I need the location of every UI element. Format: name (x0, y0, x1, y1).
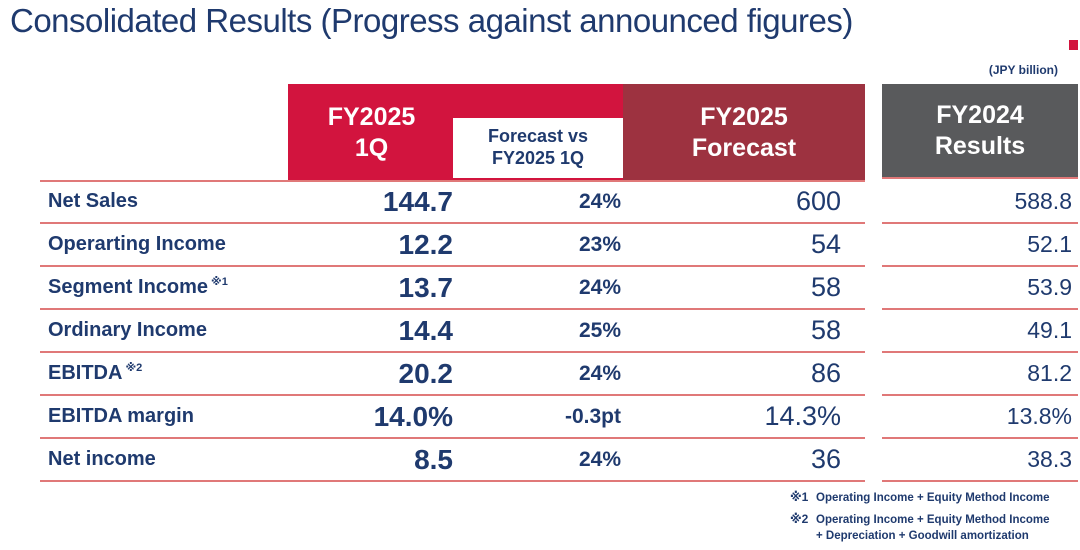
results-table: FY2025 1Q Forecast vs FY2025 1Q FY2025 F… (40, 84, 1078, 482)
value-fy2025-1q: 20.2 (398, 357, 454, 389)
value-fy2025-1q: 144.7 (382, 185, 453, 217)
header-fy2024-results: FY2024 Results (882, 84, 1078, 177)
value-fy2025-forecast: 600 (795, 186, 841, 216)
value-fy2025-1q: 14.4 (398, 314, 454, 346)
value-fy2025-forecast: 14.3% (764, 401, 841, 431)
row-label: Net income (48, 448, 156, 470)
table-row: Segment Income ※1 13.7 24% 58 53.9 (40, 267, 1078, 310)
value-forecast-vs: 25% (578, 318, 621, 342)
table-row: Net Sales 144.7 24% 600 588.8 (40, 181, 1078, 224)
value-forecast-vs: 23% (578, 232, 621, 256)
footnote-1: ※1 Operating Income + Equity Method Inco… (790, 490, 1065, 506)
value-fy2024-results: 52.1 (882, 224, 1078, 267)
table-row: Ordinary Income 14.4 25% 58 49.1 (40, 310, 1078, 353)
table-header-row: FY2025 1Q Forecast vs FY2025 1Q FY2025 F… (40, 84, 1078, 182)
table-row: Operarting Income 12.2 23% 54 52.1 (40, 224, 1078, 267)
value-forecast-vs: 24% (578, 361, 621, 385)
header-underline-fy2024 (882, 177, 1078, 179)
value-fy2024-results: 38.3 (882, 439, 1078, 482)
value-fy2025-forecast: 36 (810, 444, 841, 474)
value-fy2024-results: 49.1 (882, 310, 1078, 353)
header-forecast-vs: Forecast vs FY2025 1Q (453, 118, 623, 178)
row-label: EBITDA margin (48, 405, 194, 427)
table-row: EBITDA margin 14.0% -0.3pt 14.3% 13.8% (40, 396, 1078, 439)
value-fy2025-1q: 12.2 (398, 228, 454, 260)
value-fy2024-results: 81.2 (882, 353, 1078, 396)
table-row: EBITDA ※2 20.2 24% 86 81.2 (40, 353, 1078, 396)
unit-note: (JPY billion) (988, 63, 1058, 77)
header-fy2025-1q: FY2025 1Q Forecast vs FY2025 1Q (288, 84, 623, 181)
value-forecast-vs: 24% (578, 275, 621, 299)
header-underline (40, 180, 865, 182)
row-label: Segment Income ※1 (48, 276, 228, 298)
footnote-1-marker: ※1 (790, 490, 809, 504)
value-fy2024-results: 53.9 (882, 267, 1078, 310)
footnote-ref: ※1 (211, 276, 228, 288)
value-fy2025-forecast: 58 (810, 272, 841, 302)
footnote-1-text: Operating Income + Equity Method Income (816, 492, 1050, 504)
row-label: Net Sales (48, 190, 139, 212)
value-fy2024-results: 13.8% (882, 396, 1078, 439)
table-row: Net income 8.5 24% 36 38.3 (40, 439, 1078, 482)
footnotes: ※1 Operating Income + Equity Method Inco… (790, 490, 1065, 550)
row-label: Operarting Income (48, 233, 226, 255)
footnote-2-marker: ※2 (790, 512, 809, 527)
header-fy2025-forecast: FY2025 Forecast (623, 84, 865, 181)
value-forecast-vs: 24% (578, 447, 621, 471)
page-title: Consolidated Results (Progress against a… (10, 2, 853, 39)
value-forecast-vs: 24% (578, 189, 621, 213)
value-fy2025-forecast: 58 (810, 315, 841, 345)
footnote-2: ※2 Operating Income + Equity Method Inco… (790, 512, 1065, 544)
row-label: EBITDA ※2 (48, 362, 143, 384)
footnote-2-text: Operating Income + Equity Method Income … (816, 514, 1050, 543)
value-fy2025-forecast: 54 (810, 229, 841, 259)
value-forecast-vs: -0.3pt (564, 404, 621, 428)
value-fy2025-forecast: 86 (810, 358, 841, 388)
title-red-tick (1069, 40, 1078, 50)
value-fy2025-1q: 14.0% (373, 400, 453, 432)
value-fy2025-1q: 8.5 (414, 443, 453, 475)
header-fy2025-1q-label: FY2025 1Q (327, 103, 416, 162)
value-fy2024-results: 588.8 (882, 181, 1078, 224)
value-fy2025-1q: 13.7 (398, 271, 454, 303)
row-label: Ordinary Income (48, 319, 207, 341)
footnote-ref: ※2 (125, 362, 143, 374)
